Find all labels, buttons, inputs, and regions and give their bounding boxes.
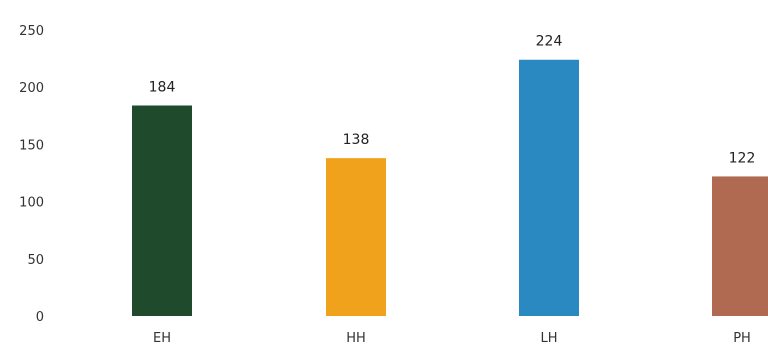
x-tick-label: HH — [346, 331, 366, 346]
x-axis: EH HH LH PH — [153, 331, 751, 346]
data-label: 138 — [343, 132, 370, 148]
y-tick-label: 250 — [19, 24, 44, 39]
bars — [132, 59, 768, 317]
data-label: 122 — [729, 150, 756, 166]
x-tick-label: PH — [733, 331, 751, 346]
bar-lh — [519, 59, 579, 317]
y-axis: 0 50 100 150 200 250 — [19, 24, 44, 325]
x-tick-label: LH — [540, 331, 557, 346]
bar-hh — [326, 158, 386, 316]
y-tick-label: 50 — [27, 253, 44, 268]
y-tick-label: 0 — [36, 310, 44, 325]
bar-ph — [712, 176, 768, 316]
y-tick-label: 150 — [19, 138, 44, 153]
data-label: 184 — [149, 80, 176, 96]
data-label: 224 — [536, 34, 563, 50]
data-labels: 184 138 224 122 — [149, 34, 756, 167]
x-tick-label: EH — [153, 331, 171, 346]
bar-eh — [132, 105, 192, 316]
y-tick-label: 100 — [19, 196, 44, 211]
y-tick-label: 200 — [19, 81, 44, 96]
